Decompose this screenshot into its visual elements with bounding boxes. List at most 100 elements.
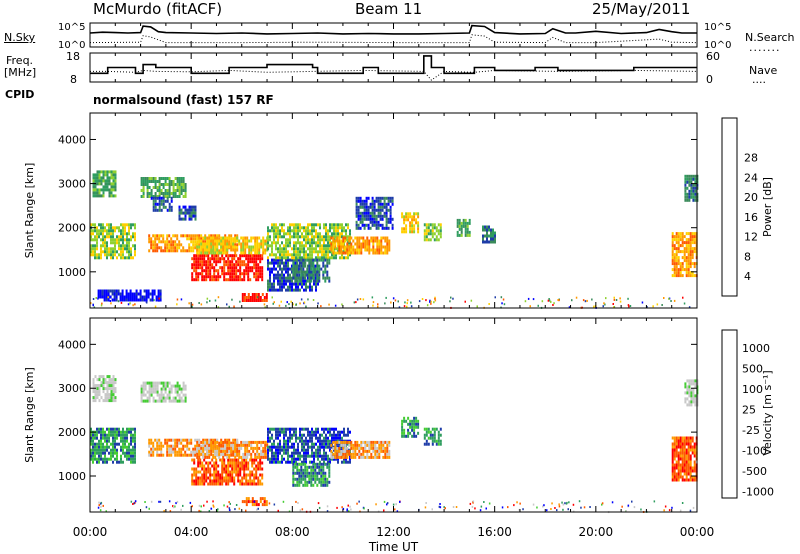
power-scatter-cell — [406, 299, 409, 302]
power-echo-cell — [357, 199, 360, 203]
power-echo-cell — [124, 229, 126, 233]
power-echo-cell — [228, 236, 231, 240]
power-echo-cell — [277, 238, 279, 242]
velocity-scatter-cell — [480, 505, 483, 508]
velocity-scatter-cell — [216, 510, 219, 513]
power-echo-cell — [260, 245, 263, 249]
velocity-echo-cell — [673, 472, 676, 476]
velocity-echo-cell — [327, 454, 329, 458]
velocity-echo-cell — [180, 447, 183, 451]
power-echo-cell — [688, 180, 691, 184]
power-scatter-cell — [406, 302, 408, 305]
velocity-echo-cell — [687, 436, 690, 440]
power-echo-cell — [321, 244, 323, 248]
power-echo-cell — [127, 295, 130, 299]
velocity-echo-region — [401, 416, 420, 438]
velocity-echo-cell — [112, 390, 115, 394]
power-echo-cell — [417, 227, 420, 231]
power-echo-cell — [243, 275, 246, 279]
power-echo-cell — [323, 235, 325, 239]
power-echo-cell — [168, 246, 171, 250]
power-echo-cell — [323, 241, 325, 245]
velocity-echo-cell — [321, 442, 323, 446]
velocity-echo-cell — [267, 430, 269, 434]
velocity-echo-cell — [102, 399, 105, 403]
power-scatter-cell — [464, 300, 466, 303]
power-echo-cell — [159, 292, 162, 296]
power-echo-cell — [339, 223, 341, 227]
velocity-echo-cell — [267, 457, 269, 461]
velocity-echo-cell — [675, 472, 678, 476]
power-echo-cell — [299, 244, 301, 248]
velocity-scatter-cell — [105, 510, 107, 513]
power-echo-cell — [484, 228, 486, 232]
power-echo-cell — [684, 183, 687, 187]
velocity-echo-cell — [106, 384, 109, 388]
velocity-echo-cell — [688, 394, 691, 398]
velocity-echo-cell — [250, 443, 253, 447]
power-echo-cell — [148, 177, 151, 180]
velocity-echo-cell — [102, 436, 104, 440]
velocity-echo-cell — [372, 449, 375, 453]
velocity-echo-cell — [326, 477, 329, 481]
power-echo-cell — [298, 276, 301, 280]
velocity-echo-cell — [108, 433, 110, 437]
velocity-echo-cell — [245, 476, 248, 480]
power-echo-cell — [196, 245, 199, 249]
power-echo-cell — [184, 195, 187, 198]
velocity-echo-cell — [235, 473, 238, 477]
velocity-echo-cell — [683, 451, 686, 455]
power-echo-cell — [305, 256, 307, 260]
velocity-echo-cell — [321, 427, 323, 431]
velocity-scatter-cell — [182, 504, 184, 507]
velocity-echo-cell — [289, 430, 291, 434]
velocity-echo-cell — [299, 436, 301, 440]
velocity-echo-cell — [150, 438, 153, 442]
velocity-echo-cell — [150, 447, 153, 451]
velocity-echo-cell — [239, 479, 242, 483]
velocity-echo-cell — [330, 455, 333, 459]
power-echo-cell — [236, 234, 239, 238]
power-echo-cell — [333, 253, 335, 257]
power-echo-cell — [285, 258, 287, 262]
power-echo-cell — [106, 176, 109, 180]
velocity-echo-cell — [304, 471, 307, 475]
power-echo-cell — [427, 232, 430, 236]
power-scatter-cell — [619, 297, 621, 300]
velocity-echo-cell — [108, 451, 110, 455]
velocity-echo-cell — [130, 436, 132, 440]
power-echo-cell — [318, 276, 321, 280]
velocity-echo-cell — [172, 384, 175, 388]
velocity-echo-cell — [437, 430, 440, 434]
velocity-echo-cell — [228, 446, 231, 450]
velocity-echo-cell — [333, 457, 335, 461]
power-echo-cell — [98, 223, 100, 227]
power-echo-cell — [690, 180, 693, 184]
velocity-echo-cell — [198, 443, 201, 447]
power-echo-cell — [220, 242, 223, 246]
power-echo-cell — [261, 257, 264, 261]
power-echo-cell — [371, 214, 374, 218]
power-echo-cell — [248, 239, 251, 243]
power-echo-cell — [315, 229, 317, 233]
power-echo-cell — [267, 241, 269, 245]
power-echo-cell — [381, 226, 384, 230]
velocity-echo-cell — [245, 458, 248, 462]
velocity-echo-cell — [170, 450, 173, 454]
velocity-scatter-cell — [341, 506, 343, 509]
power-echo-cell — [311, 235, 313, 239]
power-echo-cell — [193, 260, 196, 264]
power-scatter-cell — [646, 306, 648, 308]
power-echo-cell — [671, 247, 674, 251]
power-echo-cell — [227, 272, 230, 276]
velocity-echo-cell — [168, 381, 171, 385]
power-echo-cell — [220, 236, 223, 240]
power-echo-cell — [685, 274, 688, 278]
velocity-scatter-cell — [532, 503, 535, 506]
power-echo-cell — [281, 253, 283, 257]
power-scatter-cell — [272, 302, 274, 305]
power-echo-cell — [694, 189, 697, 193]
power-echo-cell — [677, 241, 680, 245]
velocity-echo-cell — [243, 461, 246, 465]
velocity-echo-cell — [677, 445, 680, 449]
